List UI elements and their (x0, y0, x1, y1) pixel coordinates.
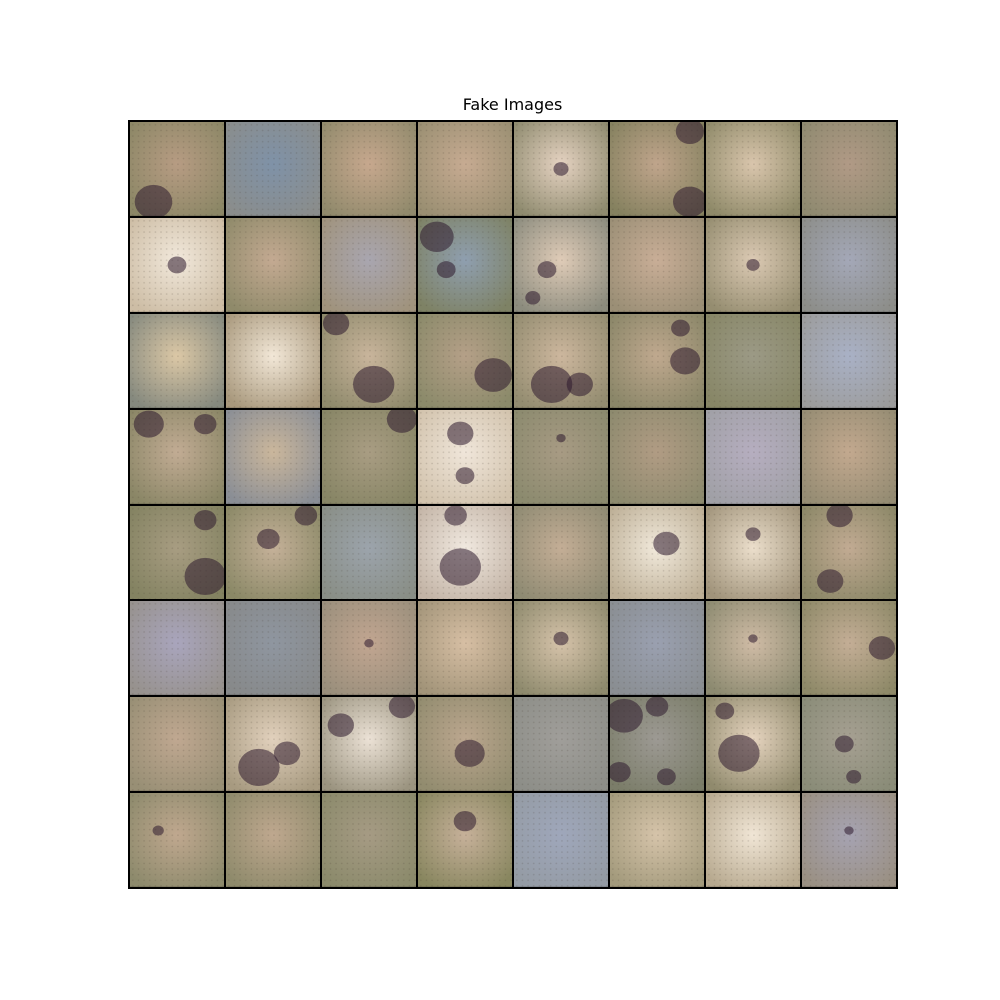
image-tile-r1-c7 (706, 122, 800, 216)
image-tile-r2-c8 (802, 217, 896, 312)
image-tile-r6-c3 (322, 601, 416, 696)
image-tile-r8-c4 (418, 793, 512, 887)
image-tile-r3-c2 (226, 313, 320, 408)
image-grid (128, 120, 898, 889)
image-tile-r1-c5 (514, 122, 608, 216)
image-tile-r7-c3 (322, 697, 416, 792)
image-tile-r4-c2 (226, 409, 320, 504)
image-tile-r7-c5 (514, 697, 608, 792)
image-tile-r6-c5 (514, 601, 608, 696)
image-tile-r2-c4 (418, 217, 512, 312)
image-tile-r3-c1 (130, 313, 224, 408)
image-tile-r5-c6 (610, 505, 704, 600)
image-tile-r5-c5 (514, 505, 608, 600)
image-tile-r2-c2 (226, 217, 320, 312)
image-tile-r3-c3 (322, 313, 416, 408)
image-tile-r5-c8 (802, 505, 896, 600)
image-tile-r7-c4 (418, 697, 512, 792)
image-tile-r3-c6 (610, 313, 704, 408)
image-tile-r3-c8 (802, 313, 896, 408)
image-tile-r5-c1 (130, 505, 224, 600)
image-tile-r2-c1 (130, 217, 224, 312)
image-tile-r4-c8 (802, 409, 896, 504)
image-tile-r3-c7 (706, 313, 800, 408)
image-tile-r6-c8 (802, 601, 896, 696)
image-tile-r4-c1 (130, 409, 224, 504)
image-tile-r6-c6 (610, 601, 704, 696)
image-tile-r7-c2 (226, 697, 320, 792)
image-tile-r8-c5 (514, 793, 608, 887)
image-tile-r5-c2 (226, 505, 320, 600)
image-tile-r8-c1 (130, 793, 224, 887)
figure-title: Fake Images (462, 95, 563, 114)
image-tile-r2-c7 (706, 217, 800, 312)
image-tile-r5-c4 (418, 505, 512, 600)
image-tile-r8-c7 (706, 793, 800, 887)
image-tile-r8-c6 (610, 793, 704, 887)
image-tile-r8-c3 (322, 793, 416, 887)
image-tile-r1-c2 (226, 122, 320, 216)
image-tile-r4-c5 (514, 409, 608, 504)
image-tile-r3-c5 (514, 313, 608, 408)
image-tile-r7-c7 (706, 697, 800, 792)
image-tile-r1-c3 (322, 122, 416, 216)
image-tile-r3-c4 (418, 313, 512, 408)
image-tile-r7-c8 (802, 697, 896, 792)
image-tile-r5-c7 (706, 505, 800, 600)
image-tile-r4-c6 (610, 409, 704, 504)
image-tile-r6-c2 (226, 601, 320, 696)
image-tile-r8-c8 (802, 793, 896, 887)
image-tile-r5-c3 (322, 505, 416, 600)
image-tile-r7-c1 (130, 697, 224, 792)
image-tile-r6-c1 (130, 601, 224, 696)
image-tile-r2-c6 (610, 217, 704, 312)
image-tile-r2-c5 (514, 217, 608, 312)
image-tile-r1-c1 (130, 122, 224, 216)
image-tile-r8-c2 (226, 793, 320, 887)
image-tile-r4-c7 (706, 409, 800, 504)
image-tile-r6-c7 (706, 601, 800, 696)
image-tile-r4-c3 (322, 409, 416, 504)
image-tile-r6-c4 (418, 601, 512, 696)
image-tile-r1-c6 (610, 122, 704, 216)
image-tile-r4-c4 (418, 409, 512, 504)
image-tile-r1-c8 (802, 122, 896, 216)
image-tile-r2-c3 (322, 217, 416, 312)
image-tile-r7-c6 (610, 697, 704, 792)
image-tile-r1-c4 (418, 122, 512, 216)
